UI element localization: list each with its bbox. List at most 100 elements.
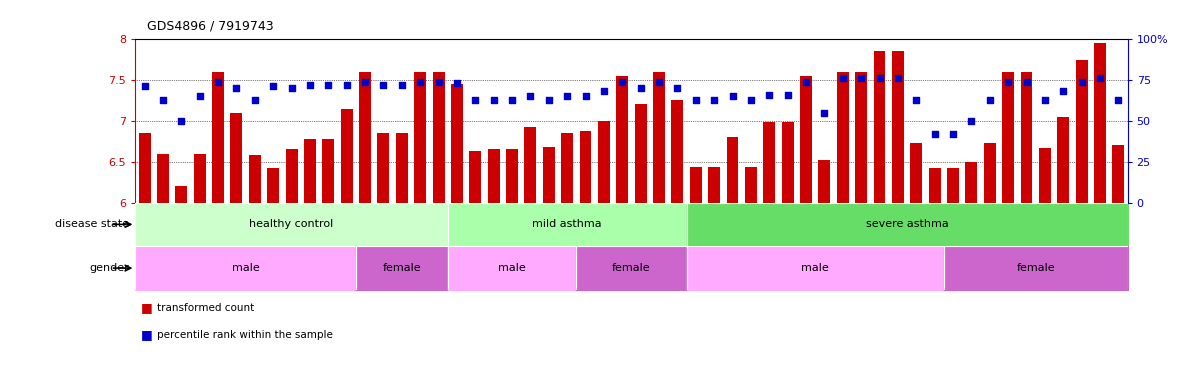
Point bbox=[723, 93, 742, 99]
Bar bbox=[856, 72, 867, 203]
Bar bbox=[212, 72, 224, 203]
Bar bbox=[139, 133, 151, 203]
Text: GDS4896 / 7919743: GDS4896 / 7919743 bbox=[147, 20, 274, 33]
Point bbox=[411, 78, 430, 84]
Bar bbox=[286, 149, 298, 203]
Bar bbox=[506, 149, 518, 203]
Bar bbox=[248, 155, 261, 203]
Point bbox=[227, 85, 246, 91]
Bar bbox=[322, 139, 334, 203]
Bar bbox=[782, 122, 793, 203]
Bar bbox=[378, 133, 390, 203]
Bar bbox=[726, 137, 738, 203]
Point bbox=[925, 131, 944, 137]
Bar bbox=[175, 186, 187, 203]
Bar bbox=[433, 72, 445, 203]
Text: disease state: disease state bbox=[55, 219, 129, 229]
Bar bbox=[965, 162, 977, 203]
Bar bbox=[470, 151, 481, 203]
Point bbox=[245, 96, 264, 103]
Bar bbox=[231, 113, 242, 203]
Point bbox=[576, 93, 594, 99]
Point bbox=[797, 78, 816, 84]
Point bbox=[208, 78, 227, 84]
Text: ■: ■ bbox=[141, 301, 153, 314]
Bar bbox=[653, 72, 665, 203]
Point bbox=[191, 93, 210, 99]
Bar bbox=[690, 167, 701, 203]
Text: ■: ■ bbox=[141, 328, 153, 341]
Point bbox=[355, 78, 374, 84]
Bar bbox=[818, 160, 830, 203]
Point bbox=[1072, 78, 1091, 84]
Bar bbox=[709, 167, 720, 203]
Point bbox=[889, 75, 907, 81]
Bar bbox=[1020, 72, 1032, 203]
Point bbox=[906, 96, 925, 103]
Bar bbox=[837, 72, 849, 203]
Text: healthy control: healthy control bbox=[250, 219, 333, 229]
Text: transformed count: transformed count bbox=[157, 303, 254, 313]
Text: male: male bbox=[498, 263, 526, 273]
Bar bbox=[414, 72, 426, 203]
Point bbox=[760, 92, 779, 98]
Point bbox=[503, 96, 521, 103]
Bar bbox=[764, 122, 776, 203]
Bar bbox=[543, 147, 554, 203]
Text: percentile rank within the sample: percentile rank within the sample bbox=[157, 330, 332, 340]
Point bbox=[852, 75, 871, 81]
Point bbox=[1109, 96, 1128, 103]
Point bbox=[338, 82, 357, 88]
Point bbox=[686, 96, 705, 103]
Bar bbox=[800, 76, 812, 203]
Point bbox=[870, 75, 889, 81]
Point bbox=[300, 82, 319, 88]
Text: female: female bbox=[1017, 263, 1055, 273]
Bar bbox=[525, 127, 537, 203]
Text: male: male bbox=[802, 263, 829, 273]
Bar bbox=[267, 168, 279, 203]
Text: male: male bbox=[232, 263, 259, 273]
Bar bbox=[340, 109, 353, 203]
Bar bbox=[1112, 145, 1124, 203]
Bar bbox=[598, 121, 610, 203]
Bar bbox=[1076, 60, 1088, 203]
Text: severe asthma: severe asthma bbox=[866, 219, 949, 229]
Text: female: female bbox=[383, 263, 421, 273]
Bar bbox=[395, 133, 407, 203]
Text: mild asthma: mild asthma bbox=[532, 219, 601, 229]
Point bbox=[980, 96, 999, 103]
Bar bbox=[634, 104, 646, 203]
Point bbox=[282, 85, 301, 91]
Bar bbox=[671, 100, 684, 203]
Bar bbox=[157, 154, 168, 203]
Point bbox=[650, 78, 669, 84]
Point bbox=[742, 96, 760, 103]
Bar bbox=[910, 143, 923, 203]
Bar bbox=[1039, 148, 1051, 203]
Bar bbox=[1057, 117, 1069, 203]
Text: gender: gender bbox=[89, 263, 129, 273]
Bar bbox=[561, 133, 573, 203]
Bar bbox=[304, 139, 315, 203]
Point bbox=[539, 96, 558, 103]
Point bbox=[594, 88, 613, 94]
Bar bbox=[617, 76, 629, 203]
Bar bbox=[194, 154, 206, 203]
Point bbox=[392, 82, 411, 88]
Text: female: female bbox=[612, 263, 651, 273]
Point bbox=[374, 82, 393, 88]
Bar bbox=[745, 167, 757, 203]
Point bbox=[778, 92, 797, 98]
Bar bbox=[892, 51, 904, 203]
Point bbox=[135, 83, 154, 89]
Bar bbox=[579, 131, 592, 203]
Point bbox=[1036, 96, 1055, 103]
Point bbox=[153, 96, 172, 103]
Point bbox=[319, 82, 338, 88]
Point bbox=[1091, 75, 1110, 81]
Point bbox=[1017, 78, 1036, 84]
Point bbox=[944, 131, 963, 137]
Point bbox=[447, 80, 466, 86]
Bar bbox=[873, 51, 885, 203]
